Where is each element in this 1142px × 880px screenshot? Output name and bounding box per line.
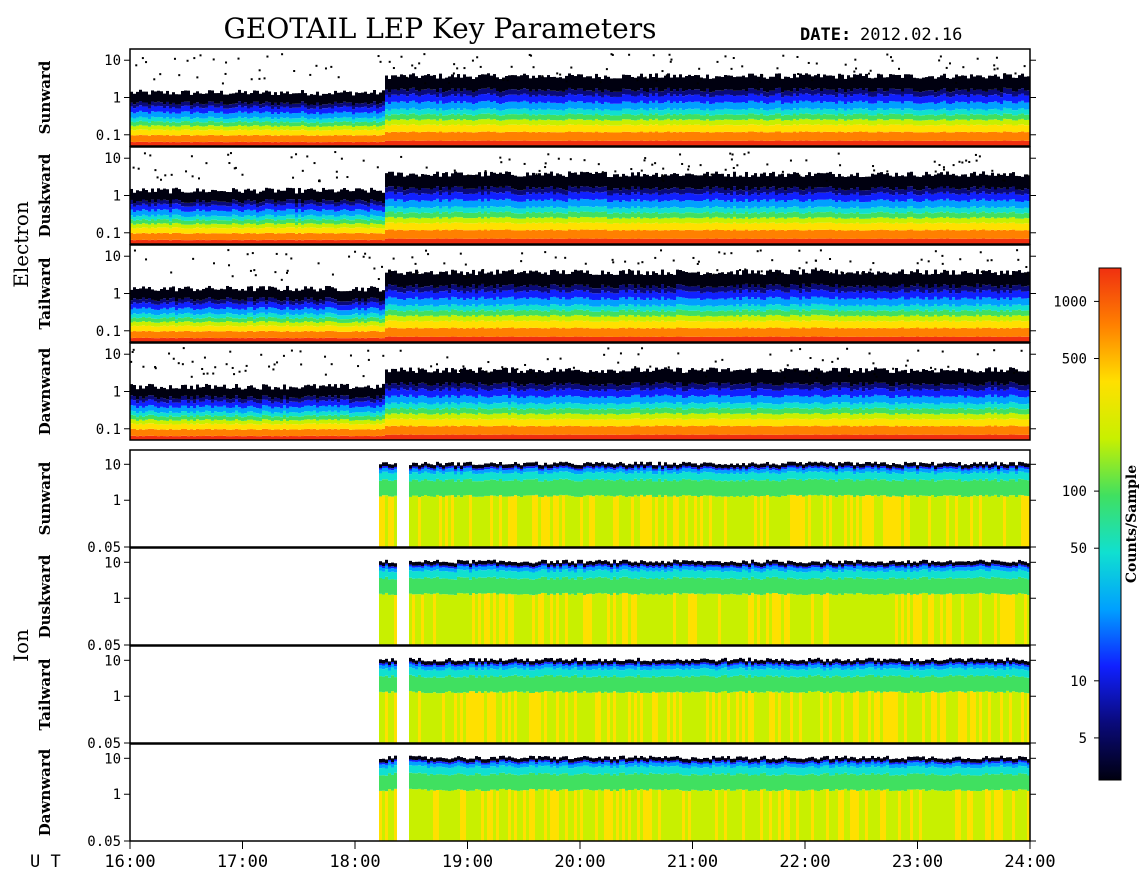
panel-label-sunward: Sunward [36,60,54,134]
x-tick-label: 24:00 [1004,852,1055,872]
y-tick-label: 1 [113,189,121,205]
y-tick-label: 10 [104,457,121,473]
spectrogram-image [130,151,1030,244]
chart-title: GEOTAIL LEP Key Parameters [224,12,657,45]
panel-electron-duskward: 10 1 0.1 Duskward [36,146,1036,245]
group-label-ion: Ion [9,629,33,662]
y-tick-label: 10 [104,151,121,167]
y-tick-label: 10 [104,347,121,363]
spectrogram-image [379,559,1030,645]
panel-ion-sunward: 10 1 0.05 Sunward [36,449,1036,556]
x-tick-label: 16:00 [104,852,155,872]
panel-ion-duskward: 10 1 0.05 Duskward [36,547,1036,654]
panel-label-duskward: Duskward [36,554,54,638]
time-axis: 16:00 17:00 18:00 19:00 20:00 21:00 22:00 23:00… [104,841,1056,872]
ut-label: U T [30,852,61,872]
y-tick-label: 1 [113,287,121,303]
panel-ion-dawnward: 10 1 0.05 Dawnward [36,743,1036,850]
panel-label-dawnward: Dawnward [36,347,54,435]
y-tick-label: 10 [104,653,121,669]
spectrogram-image [379,755,1030,841]
panel-electron-tailward: 10 1 0.1 Tailward [36,244,1036,343]
y-tick-label: 10 [104,249,121,265]
x-tick-label: 22:00 [779,852,830,872]
panel-ion-tailward: 10 1 0.05 Tailward [36,645,1036,752]
colorbar-tick-label: 5 [1079,731,1087,747]
x-tick-label: 19:00 [442,852,493,872]
y-tick-label: 10 [104,751,121,767]
panel-frame [129,645,1031,744]
spectrogram-image [379,461,1030,547]
colorbar-tick-label: 1000 [1053,294,1087,310]
colorbar-bar [1098,267,1122,781]
panel-frame [129,547,1031,646]
y-tick-label: 0.05 [87,638,121,654]
colorbar: 1000 500 100 50 10 5 Counts/Sample [1053,267,1140,781]
colorbar-tick-label: 50 [1070,541,1087,557]
spectrogram-image [130,249,1030,342]
spectrogram-image [130,53,1030,146]
spectrogram-image [379,657,1030,743]
colorbar-tick-label: 100 [1062,484,1087,500]
spectrogram-panels: 10 1 0.1 Sunward 10 1 0.1 Duskward 10 1 0.1 Tailwar… [9,48,1036,850]
panel-label-sunward: Sunward [36,461,54,535]
y-tick-label: 0.05 [87,834,121,850]
colorbar-tick-label: 10 [1070,674,1087,690]
y-tick-label: 0.1 [96,422,121,438]
x-tick-label: 18:00 [329,852,380,872]
spectrogram-image [130,347,1030,440]
y-tick-label: 1 [113,689,121,705]
x-tick-label: 23:00 [892,852,943,872]
panel-label-tailward: Tailward [36,658,54,730]
x-tick-label: 17:00 [217,852,268,872]
y-tick-label: 10 [104,53,121,69]
colorbar-tick-label: 500 [1062,352,1087,368]
y-tick-label: 0.1 [96,226,121,242]
panel-electron-dawnward: 10 1 0.1 Dawnward [36,342,1036,441]
panel-label-duskward: Duskward [36,153,54,237]
y-tick-label: 1 [113,591,121,607]
panel-frame [129,449,1031,548]
y-tick-label: 1 [113,787,121,803]
x-tick-label: 21:00 [667,852,718,872]
colorbar-label: Counts/Sample [1124,465,1140,583]
date-label: DATE: [800,25,851,45]
x-tick-label: 20:00 [554,852,605,872]
panel-electron-sunward: 10 1 0.1 Sunward [36,48,1036,147]
y-tick-label: 0.05 [87,736,121,752]
y-tick-label: 1 [113,385,121,401]
y-tick-label: 0.05 [87,540,121,556]
panel-label-dawnward: Dawnward [36,748,54,836]
y-tick-label: 1 [113,493,121,509]
panel-label-tailward: Tailward [36,257,54,329]
y-tick-label: 0.1 [96,324,121,340]
y-tick-label: 1 [113,91,121,107]
y-tick-label: 10 [104,555,121,571]
group-label-electron: Electron [9,201,33,288]
y-tick-label: 0.1 [96,128,121,144]
date-value: 2012.02.16 [860,25,962,45]
